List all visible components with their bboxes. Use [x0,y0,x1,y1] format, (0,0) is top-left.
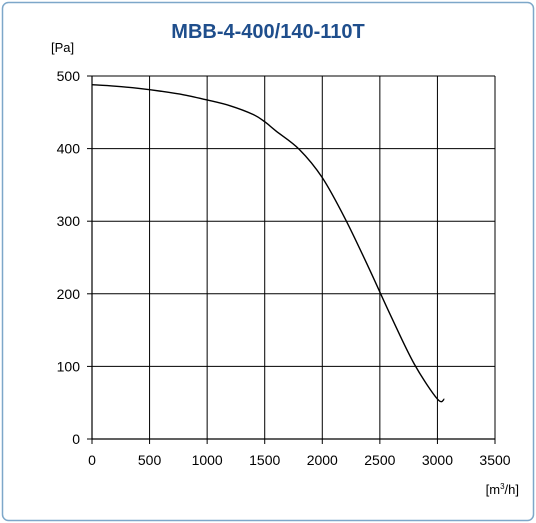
x-tick-label-3500: 3500 [479,452,510,468]
series-line-0 [91,84,445,403]
series-layer [91,84,445,403]
x-tick-label-2000: 2000 [307,452,338,468]
x-axis-label: [m3/h] [486,482,519,497]
y-axis-label: [Pa] [51,40,74,55]
x-tick-label-1500: 1500 [249,452,280,468]
x-tick-label-0: 0 [88,452,96,468]
x-tick-labels: 0 500 1000 1500 2000 2500 3000 3500 [88,452,511,468]
y-tick-label-400: 400 [57,141,81,157]
y-tick-label-100: 100 [57,358,81,374]
y-tick-label-300: 300 [57,213,81,229]
x-tick-label-1000: 1000 [192,452,223,468]
y-tick-label-0: 0 [72,431,80,447]
x-tick-label-3000: 3000 [422,452,453,468]
x-axis-label-main: [m [486,482,500,497]
y-tick-label-500: 500 [57,68,81,84]
grid [92,75,496,439]
y-tick-label-200: 200 [57,286,81,302]
axes [87,75,496,444]
x-axis-label-tail: /h] [505,482,519,497]
x-tick-label-2500: 2500 [364,452,395,468]
chart-title: MBB-4-400/140-110T [171,21,364,43]
x-axis-label-superscript: 3 [500,482,505,491]
y-tick-labels: 0 100 200 300 400 500 [57,68,81,447]
x-tick-label-500: 500 [138,452,162,468]
